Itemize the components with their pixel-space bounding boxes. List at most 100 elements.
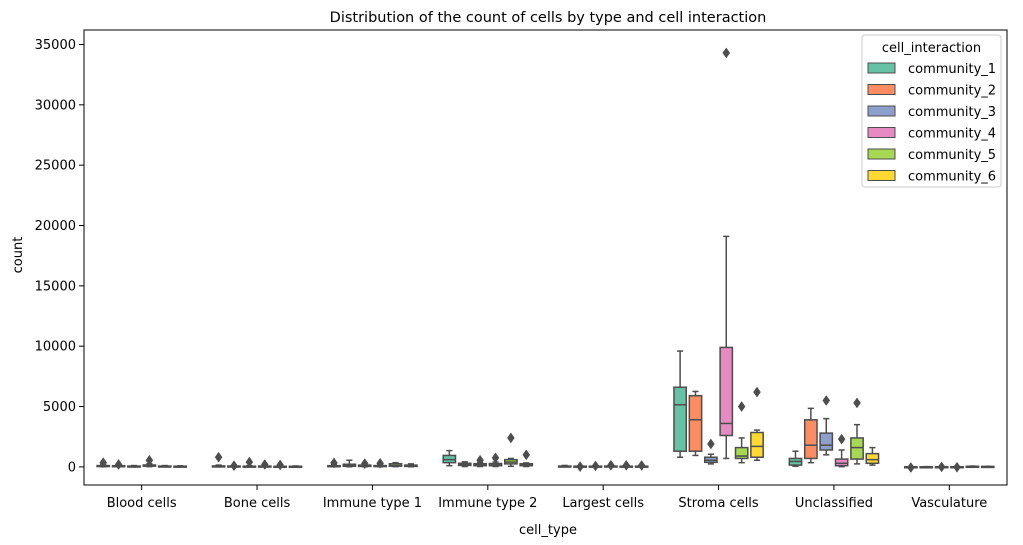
box-community_5 — [157, 464, 172, 468]
outlier-point — [737, 401, 746, 412]
legend-label: community_1 — [908, 62, 996, 77]
outlier-point — [491, 452, 500, 464]
box-iqr — [834, 458, 849, 467]
box-iqr — [819, 432, 834, 451]
outlier-point — [937, 461, 946, 473]
box-community_4 — [950, 461, 964, 473]
legend-swatch — [867, 127, 896, 138]
box-community_2 — [803, 407, 818, 464]
outlier-point — [753, 386, 761, 398]
box-community_1 — [327, 457, 341, 469]
box-community_6 — [750, 386, 764, 462]
outlier-point — [637, 460, 646, 471]
box-community_1 — [788, 450, 803, 468]
outlier-point — [837, 433, 846, 445]
box-community_3 — [934, 461, 949, 473]
plot-area: 0 5000 10000 15000 20000 25000 30000 35000 Blood… — [35, 38, 995, 511]
box-community_4 — [373, 457, 388, 469]
box-community_1 — [557, 464, 572, 468]
box-community_4 — [834, 433, 849, 468]
box-community_1 — [442, 449, 457, 467]
box-community_4 — [719, 47, 734, 460]
x-tick-label: Bone cells — [224, 496, 291, 511]
x-tick-label: Blood cells — [107, 496, 177, 511]
legend-label: community_3 — [908, 105, 996, 120]
box-community_1 — [903, 462, 918, 473]
outlier-point — [622, 459, 631, 471]
outlier-point — [360, 458, 369, 470]
outlier-point — [114, 459, 123, 470]
legend-swatch — [867, 84, 896, 95]
outlier-point — [722, 47, 731, 59]
box-community_3 — [819, 395, 834, 456]
legend: cell_interaction community_1 community_2co… — [861, 34, 1002, 188]
y-tick-label: 5000 — [43, 400, 76, 415]
y-tick-label: 15000 — [35, 279, 76, 294]
y-tick-label: 30000 — [35, 98, 76, 113]
box-community_6 — [634, 460, 649, 471]
chart-title: Distribution of the count of cells by ty… — [330, 10, 767, 26]
box-iqr — [688, 394, 703, 452]
box-community_5 — [619, 459, 634, 471]
box-community_3 — [588, 460, 603, 472]
outlier-point — [376, 457, 384, 469]
outlier-point — [276, 459, 284, 471]
box-community_2 — [342, 459, 357, 468]
x-tick-label: Largest cells — [562, 496, 644, 511]
y-axis-title: count — [11, 237, 26, 274]
legend-swatch — [867, 148, 896, 160]
outlier-point — [591, 460, 600, 472]
outlier-point — [522, 449, 531, 461]
box-iqr — [734, 446, 749, 460]
box-community_1 — [673, 350, 688, 458]
box-community_2 — [457, 461, 472, 468]
box-community_3 — [242, 456, 257, 468]
box-community_6 — [288, 465, 303, 469]
y-tick-label: 20000 — [35, 219, 76, 234]
y-tick-label: 10000 — [35, 340, 76, 355]
outlier-point — [476, 454, 484, 466]
box-community_6 — [980, 465, 995, 469]
box-community_2 — [573, 461, 588, 473]
x-tick-label: Vasculature — [911, 496, 987, 511]
box-community_6 — [403, 463, 418, 468]
outlier-point — [260, 459, 269, 470]
plot-frame — [83, 29, 1008, 486]
legend-title: cell_interaction — [882, 41, 981, 56]
box-iqr — [719, 346, 734, 437]
outlier-point — [145, 454, 154, 466]
legend-label: community_5 — [908, 148, 996, 163]
y-tick-label: 0 — [68, 460, 76, 475]
box-community_4 — [257, 459, 272, 470]
outlier-point — [214, 451, 223, 463]
box-community_4 — [488, 452, 503, 468]
box-iqr — [750, 431, 764, 458]
y-tick-label: 35000 — [35, 38, 76, 53]
box-community_1 — [211, 451, 226, 468]
box-community_3 — [473, 454, 488, 468]
outlier-point — [576, 461, 584, 473]
x-tick-label: Unclassified — [795, 496, 873, 511]
box-community_4 — [142, 454, 157, 468]
outlier-point — [707, 438, 715, 450]
box-community_6 — [173, 465, 188, 468]
legend-swatch — [867, 105, 896, 117]
x-axis-title: cell_type — [519, 523, 577, 538]
box-community_6 — [865, 446, 880, 466]
outlier-point — [953, 461, 961, 473]
outlier-point — [907, 462, 915, 473]
box-community_2 — [227, 460, 241, 472]
outlier-point — [245, 456, 254, 468]
box-iqr — [865, 452, 880, 465]
box-community_5 — [850, 397, 864, 465]
outlier-point — [822, 395, 831, 406]
outlier-point — [607, 459, 615, 471]
outlier-point — [99, 457, 108, 469]
legend-swatch — [867, 62, 896, 74]
box-community_2 — [919, 465, 934, 469]
x-tick-label: Immune type 2 — [438, 496, 537, 511]
box-community_4 — [603, 459, 618, 471]
box-community_1 — [96, 457, 111, 469]
legend-swatch — [867, 170, 896, 181]
